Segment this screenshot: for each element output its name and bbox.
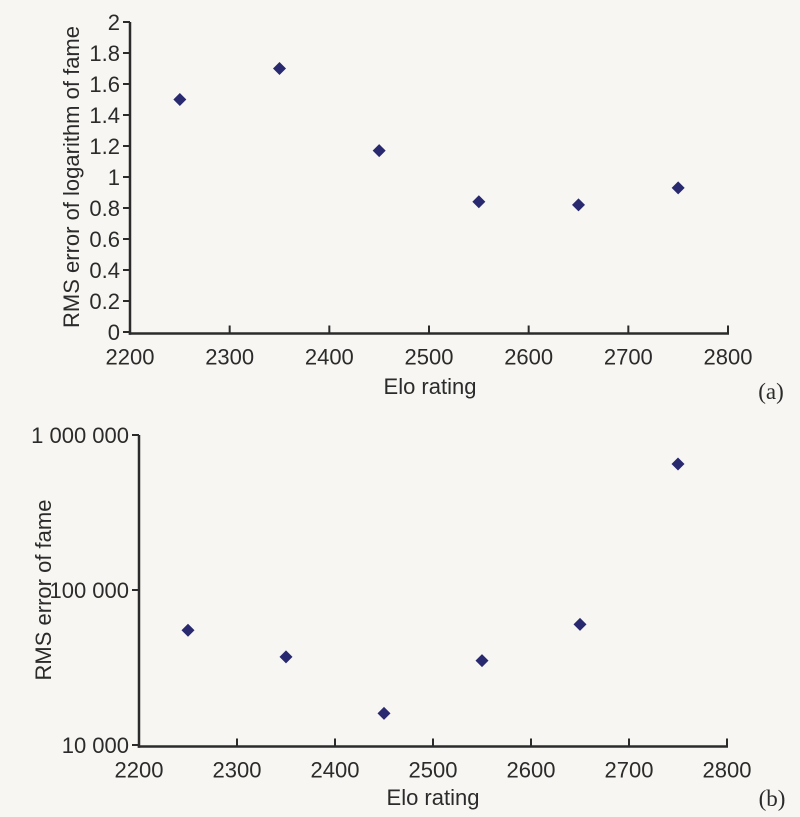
data-point-diamond bbox=[671, 181, 685, 195]
x-tick-label: 2300 bbox=[213, 758, 262, 783]
x-tick-label: 2400 bbox=[311, 758, 360, 783]
x-axis-label-b: Elo rating bbox=[386, 785, 480, 810]
x-tick-label: 2600 bbox=[507, 758, 556, 783]
scatter-plot-b: 2200 2300 2400 2500 2600 2700 2800 10 000 100 00… bbox=[31, 423, 752, 783]
x-axis-label-a: Elo rating bbox=[383, 374, 477, 399]
data-point-diamond bbox=[173, 93, 187, 106]
data-point-diamond bbox=[472, 195, 486, 209]
x-tick-label: 2700 bbox=[605, 758, 654, 783]
x-tick-label: 2700 bbox=[604, 345, 653, 370]
y-tick-label: 1.8 bbox=[89, 41, 120, 66]
y-tick-label: 1 000 000 bbox=[31, 423, 129, 448]
panel-label-b: (b) bbox=[758, 786, 786, 811]
panel-label-a: (a) bbox=[758, 379, 784, 404]
data-point-diamond bbox=[572, 198, 585, 212]
x-tick-label: 2200 bbox=[115, 758, 164, 783]
data-point-diamond bbox=[475, 654, 489, 668]
x-tick-label: 2800 bbox=[704, 345, 753, 370]
data-point-diamond bbox=[181, 623, 195, 637]
scatter-plot-a: 2200 2300 2400 2500 2600 2700 2800 0 0.2 0.4 0.6 0.… bbox=[89, 10, 753, 370]
y-tick-label: 2 bbox=[108, 10, 120, 35]
data-point-diamond bbox=[279, 650, 293, 664]
x-tick-label: 2200 bbox=[106, 345, 155, 370]
y-tick-label: 100 000 bbox=[49, 578, 129, 603]
y-axis-label-b: RMS error of fame bbox=[31, 499, 56, 681]
data-point-diamond bbox=[671, 457, 685, 471]
y-tick-label: 1.2 bbox=[89, 134, 120, 159]
y-tick-label: 1 bbox=[108, 165, 120, 190]
x-tick-label: 2300 bbox=[205, 345, 254, 370]
data-point-diamond bbox=[573, 617, 587, 631]
x-tick-label: 2500 bbox=[405, 345, 454, 370]
y-tick-label: 0.2 bbox=[89, 289, 120, 314]
y-tick-label: 0.8 bbox=[89, 196, 120, 221]
y-tick-label: 0.6 bbox=[89, 227, 120, 252]
data-point-diamond bbox=[273, 62, 286, 75]
y-tick-label: 1.4 bbox=[89, 103, 120, 128]
y-tick-label: 0 bbox=[108, 320, 120, 345]
y-tick-label: 1.6 bbox=[89, 72, 120, 97]
x-tick-label: 2500 bbox=[409, 758, 458, 783]
x-tick-label: 2600 bbox=[504, 345, 553, 370]
x-tick-label: 2400 bbox=[305, 345, 354, 370]
x-tick-label: 2800 bbox=[703, 758, 752, 783]
data-point-diamond bbox=[377, 706, 391, 720]
y-axis-label-a: RMS error of logarithm of fame bbox=[59, 26, 84, 328]
y-tick-label: 10 000 bbox=[62, 733, 129, 758]
y-tick-label: 0.4 bbox=[89, 258, 120, 283]
data-point-diamond bbox=[372, 144, 386, 158]
